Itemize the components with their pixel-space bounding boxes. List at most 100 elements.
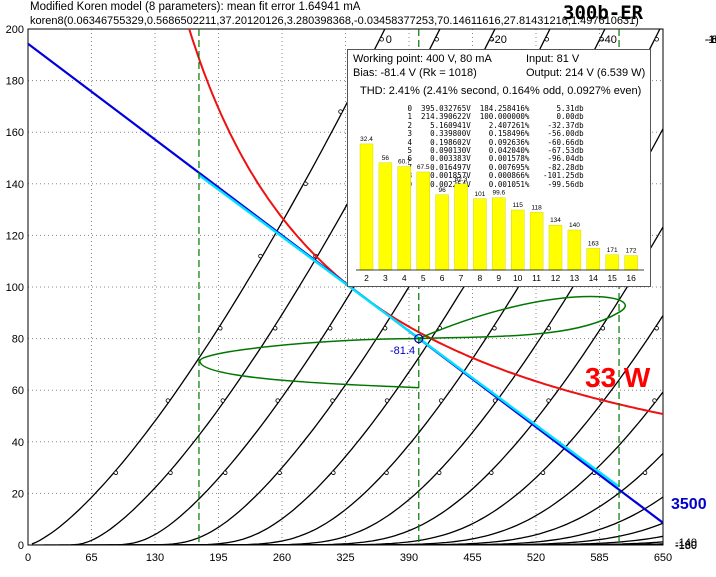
bias-label: -81.4 [390, 345, 416, 357]
harmonic-bar [454, 183, 468, 271]
x-tick-label: 130 [146, 552, 164, 564]
plate-curve [106, 225, 663, 545]
harmonic-bar-label: 101 [474, 191, 485, 198]
grid-voltage-label: -140 [675, 537, 697, 549]
plate-curve [149, 496, 663, 545]
measured-point [642, 470, 648, 475]
measured-point [438, 398, 444, 403]
harmonic-bar-label: 171 [607, 247, 618, 254]
harmonic-bar [510, 209, 525, 271]
harmonic-category-label: 12 [551, 273, 561, 283]
harmonic-bar-label: 134 [550, 217, 561, 224]
harmonic-bar-label: 32.4 [360, 136, 373, 143]
y-tick-label: 100 [6, 282, 24, 294]
harmonic-row: 2 5.160941V 2.407261% -32.37db [403, 120, 584, 130]
y-tick-label: 20 [12, 488, 24, 500]
measured-point [437, 470, 442, 475]
harmonic-category-label: 2 [364, 273, 369, 283]
measured-point [328, 326, 333, 331]
measured-point [331, 470, 336, 475]
harmonic-bar-label: 67.5 [417, 164, 430, 171]
x-tick-label: 325 [336, 552, 354, 564]
grid-voltage-label: -120 [705, 34, 716, 46]
harmonic-row: 4 0.198602V 0.092636% -60.66db [403, 137, 584, 147]
harmonic-bar [435, 194, 449, 271]
operating-point [414, 334, 424, 344]
measured-point [492, 398, 498, 403]
harmonic-row: 5 0.090130V 0.042040% -67.53db [403, 146, 584, 156]
harmonic-category-label: 4 [402, 273, 407, 283]
tube-name: 300b-ER [563, 2, 644, 24]
harmonic-bar [529, 212, 544, 271]
measured-point [544, 37, 549, 42]
y-tick-label: 0 [18, 540, 24, 552]
measured-point [668, 110, 672, 114]
harmonic-row: 6 0.003383V 0.001578% -96.04db [403, 154, 584, 164]
measured-point [382, 326, 388, 331]
measured-point [489, 470, 494, 475]
harmonic-category-label: 10 [513, 273, 523, 283]
y-tick-label: 80 [12, 334, 24, 346]
harmonic-bar [624, 255, 638, 271]
harmonic-row: 0 395.032765V 184.258416% 5.31db [403, 104, 584, 113]
measured-point [165, 398, 171, 403]
x-tick-label: 585 [590, 552, 608, 564]
harmonic-bar [492, 197, 506, 271]
x-tick-label: 520 [527, 552, 545, 564]
harmonic-bar [473, 198, 487, 271]
harmonic-bar-label: 96 [438, 187, 446, 194]
distortion-panel: Working point: 400 V, 80 mA Input: 81 V … [347, 49, 651, 287]
measured-point [688, 182, 692, 186]
harmonic-category-label: 5 [421, 273, 426, 283]
x-tick-label: 455 [463, 552, 481, 564]
measured-point [330, 398, 335, 403]
measured-point [384, 470, 389, 475]
working-point: Working point: 400 V, 80 mA [353, 53, 492, 65]
tick-labels: 0 65 130 195 260 325 390 455 520 585 6500204060801… [6, 24, 716, 564]
harmonic-bar-label: 140 [569, 222, 580, 229]
measured-point [218, 326, 223, 331]
swing-loop-left [199, 337, 419, 389]
harmonic-category-label: 6 [440, 273, 445, 283]
bias-info: Bias: -81.4 V (Rk = 1018) [353, 67, 477, 79]
harmonic-bar [416, 171, 430, 271]
harmonic-bar [548, 224, 563, 271]
measured-point [275, 398, 280, 403]
harmonic-category-label: 8 [478, 273, 483, 283]
y-tick-label: 140 [6, 179, 24, 191]
plate-curve [160, 522, 663, 545]
measured-point [546, 398, 551, 403]
harmonic-bar-label: 163 [588, 240, 599, 247]
harmonic-bar [359, 143, 374, 271]
harmonic-category-label: 9 [496, 273, 501, 283]
measured-point [599, 37, 604, 42]
measured-point [338, 109, 343, 114]
measured-point [434, 37, 439, 42]
measured-point [113, 470, 119, 475]
grid-voltage-label: -80 [708, 34, 716, 46]
harmonic-bar [378, 162, 393, 271]
x-tick-label: 195 [209, 552, 227, 564]
grid-voltage-label: -20 [491, 34, 507, 46]
measured-point [489, 37, 494, 42]
grid-voltage-label: -60 [708, 34, 716, 46]
harmonic-category-label: 15 [607, 273, 617, 283]
model-title: Modified Koren model (8 parameters): mea… [30, 1, 361, 13]
measured-point [379, 37, 384, 42]
measured-point [277, 470, 282, 475]
measured-point [492, 326, 497, 331]
measured-point [223, 470, 228, 475]
measured-point [384, 398, 390, 403]
plate-curve [117, 314, 663, 545]
harmonic-histogram: 32.4 2 56 3 60.7 4 67.5 5 96 6 82.3 7 101 8 99.6 9 115 10… [356, 136, 644, 283]
measured-point [220, 398, 225, 403]
swing-loop-right [418, 295, 626, 340]
grid-voltage-label: -100 [705, 34, 716, 46]
y-tick-label: 200 [6, 24, 24, 36]
x-tick-label: 650 [654, 552, 672, 564]
x-tick-label: 65 [85, 552, 97, 564]
harmonic-category-label: 11 [532, 273, 541, 283]
harmonic-bar-label: 82.3 [455, 176, 468, 183]
harmonic-category-label: 13 [570, 273, 580, 283]
